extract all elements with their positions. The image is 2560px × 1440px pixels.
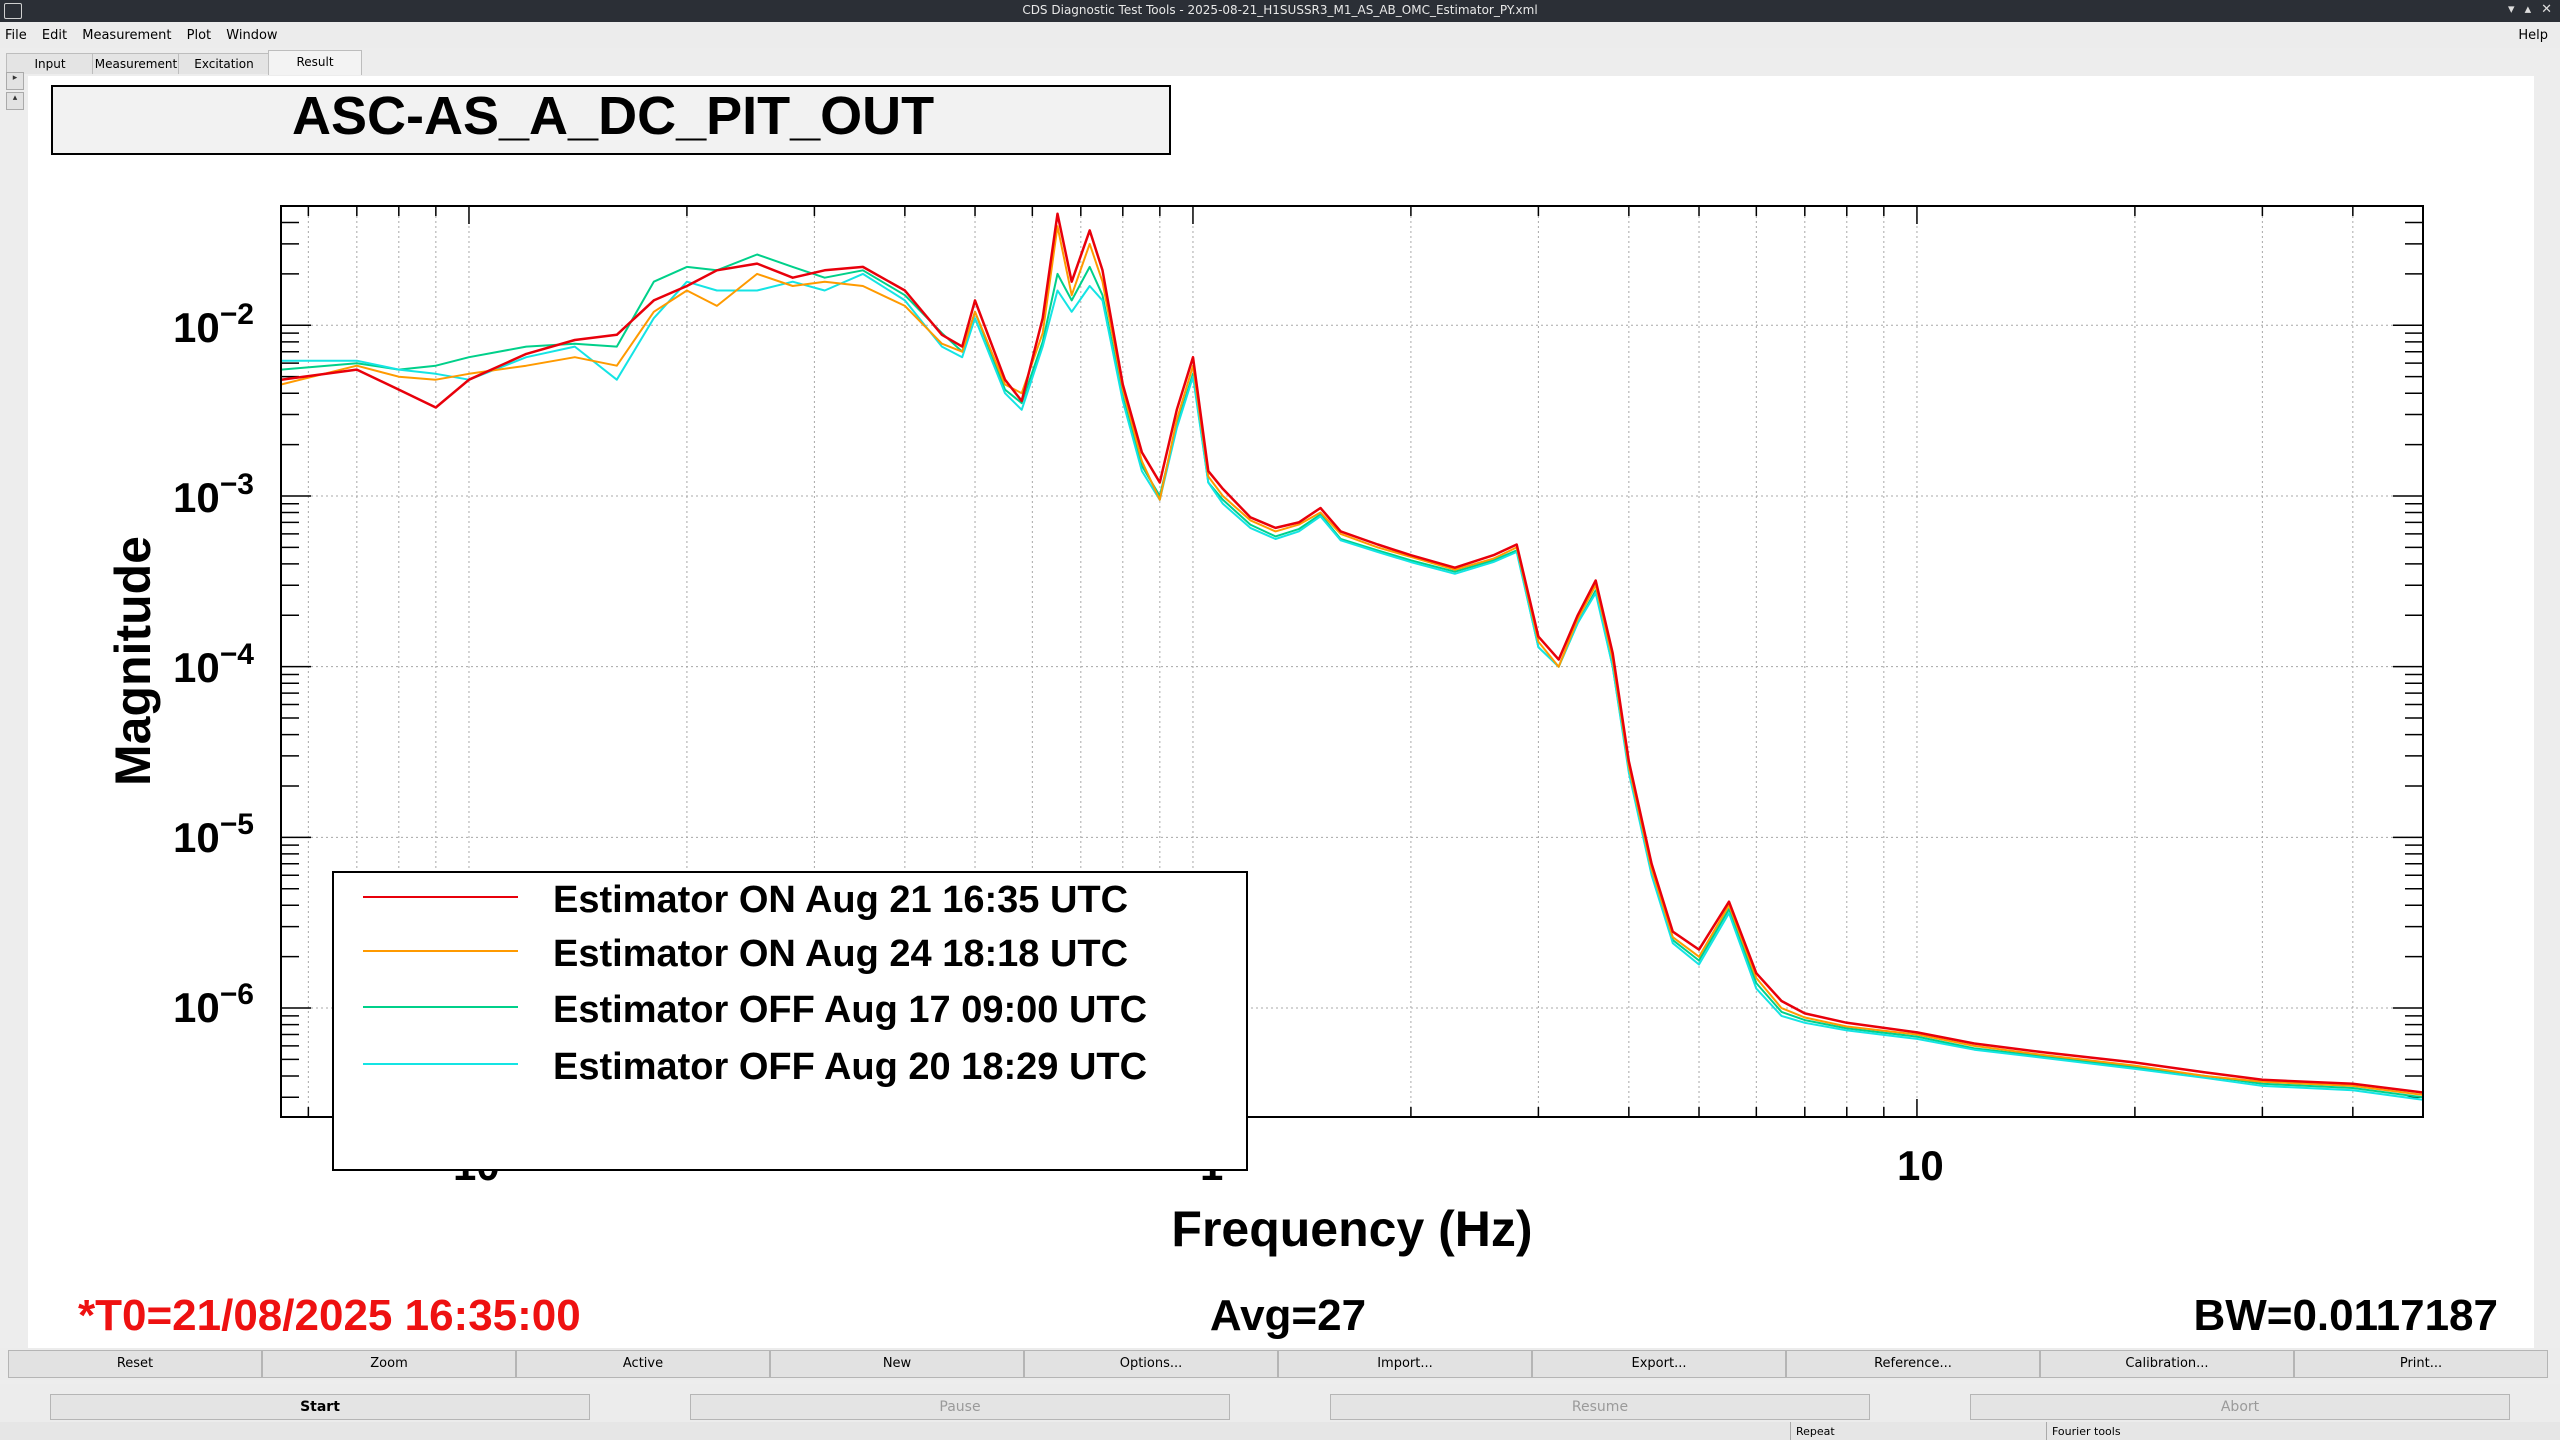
window-title: CDS Diagnostic Test Tools - 2025-08-21_H… bbox=[1022, 3, 1538, 17]
status-fourier-tools: Fourier tools bbox=[2052, 1425, 2121, 1438]
xtick-10: 10 bbox=[1897, 1142, 1944, 1189]
measurement-control-bar: Start Pause Resume Abort bbox=[0, 1384, 2560, 1422]
bw-label: BW=0.0117187 bbox=[2193, 1291, 2498, 1340]
app-icon bbox=[4, 3, 22, 19]
menu-window[interactable]: Window bbox=[226, 28, 278, 43]
calibration-button[interactable]: Calibration... bbox=[2040, 1350, 2294, 1378]
minimize-icon[interactable]: ▾ bbox=[2508, 2, 2515, 17]
ytick-1e-2: 10−2 bbox=[173, 298, 254, 351]
menu-edit[interactable]: Edit bbox=[41, 28, 68, 43]
print-button[interactable]: Print... bbox=[2294, 1350, 2548, 1378]
close-icon[interactable]: ✕ bbox=[2541, 2, 2552, 17]
scroll-up-icon[interactable]: ▸ bbox=[6, 72, 24, 90]
maximize-icon[interactable]: ▴ bbox=[2524, 2, 2532, 17]
legend-label-4: Estimator OFF Aug 20 18:29 UTC bbox=[553, 1046, 1147, 1088]
zoom-button[interactable]: Zoom bbox=[262, 1350, 516, 1378]
resume-button[interactable]: Resume bbox=[1330, 1394, 1870, 1420]
plot-frame bbox=[280, 205, 2424, 1118]
start-button[interactable]: Start bbox=[50, 1394, 590, 1420]
tab-bar: Input Measurement Excitation Result bbox=[0, 50, 2560, 75]
status-bar: Repeat Fourier tools bbox=[0, 1422, 2560, 1440]
legend-label-3: Estimator OFF Aug 17 09:00 UTC bbox=[553, 989, 1147, 1031]
ytick-1e-6: 10−6 bbox=[173, 978, 254, 1031]
plot-panel: ASC-AS_A_DC_PIT_OUT 10−2 10−3 10−4 10−5 … bbox=[28, 76, 2534, 1348]
series-line-4 bbox=[281, 272, 2423, 1101]
ytick-1e-3: 10−3 bbox=[173, 468, 254, 521]
t0-label: *T0=21/08/2025 16:35:00 bbox=[78, 1291, 581, 1340]
x-axis-label: Frequency (Hz) bbox=[1171, 1201, 1532, 1257]
pad-scroll-arrows: ▸ ▴ bbox=[6, 72, 24, 112]
menu-measurement[interactable]: Measurement bbox=[82, 28, 172, 43]
plot-title: ASC-AS_A_DC_PIT_OUT bbox=[292, 86, 934, 146]
menu-file[interactable]: File bbox=[5, 28, 27, 43]
export-button[interactable]: Export... bbox=[1532, 1350, 1786, 1378]
legend: Estimator ON Aug 21 16:35 UTC Estimator … bbox=[332, 871, 1248, 1171]
tab-excitation[interactable]: Excitation bbox=[178, 53, 270, 74]
ytick-1e-4: 10−4 bbox=[173, 638, 254, 691]
reference-button[interactable]: Reference... bbox=[1786, 1350, 2040, 1378]
import-button[interactable]: Import... bbox=[1278, 1350, 1532, 1378]
pause-button[interactable]: Pause bbox=[690, 1394, 1230, 1420]
window-title-bar: CDS Diagnostic Test Tools - 2025-08-21_H… bbox=[0, 0, 2560, 22]
avg-label: Avg=27 bbox=[1210, 1291, 1366, 1340]
series-layer bbox=[281, 212, 2423, 1101]
reset-button[interactable]: Reset bbox=[8, 1350, 262, 1378]
legend-label-2: Estimator ON Aug 24 18:18 UTC bbox=[553, 933, 1128, 975]
new-button[interactable]: New bbox=[770, 1350, 1024, 1378]
ytick-1e-5: 10−5 bbox=[173, 808, 254, 861]
tab-measurement[interactable]: Measurement bbox=[92, 53, 180, 74]
status-repeat: Repeat bbox=[1796, 1425, 1835, 1438]
tab-result[interactable]: Result bbox=[268, 50, 362, 75]
scroll-down-icon[interactable]: ▴ bbox=[6, 92, 24, 110]
plot-button-bar: Reset Zoom Active New Options... Import.… bbox=[0, 1348, 2560, 1380]
series-line-1 bbox=[281, 212, 2423, 1094]
plot-title-box bbox=[51, 85, 1171, 155]
tab-input[interactable]: Input bbox=[6, 53, 94, 74]
menu-help[interactable]: Help bbox=[2518, 28, 2548, 43]
legend-box bbox=[332, 871, 1248, 1171]
y-axis-label: Magnitude bbox=[105, 536, 161, 786]
grid-lines bbox=[281, 206, 2424, 1117]
abort-button[interactable]: Abort bbox=[1970, 1394, 2510, 1420]
y-tick-labels: 10−2 10−3 10−4 10−5 10−6 bbox=[173, 298, 254, 1031]
menu-bar: File Edit Measurement Plot Window Help bbox=[0, 22, 2560, 48]
series-line-3 bbox=[281, 253, 2423, 1099]
series-line-2 bbox=[281, 225, 2423, 1096]
legend-label-1: Estimator ON Aug 21 16:35 UTC bbox=[553, 879, 1128, 921]
options-button[interactable]: Options... bbox=[1024, 1350, 1278, 1378]
menu-plot[interactable]: Plot bbox=[186, 28, 212, 43]
active-button[interactable]: Active bbox=[516, 1350, 770, 1378]
magnitude-chart[interactable]: ASC-AS_A_DC_PIT_OUT 10−2 10−3 10−4 10−5 … bbox=[28, 76, 2534, 1348]
